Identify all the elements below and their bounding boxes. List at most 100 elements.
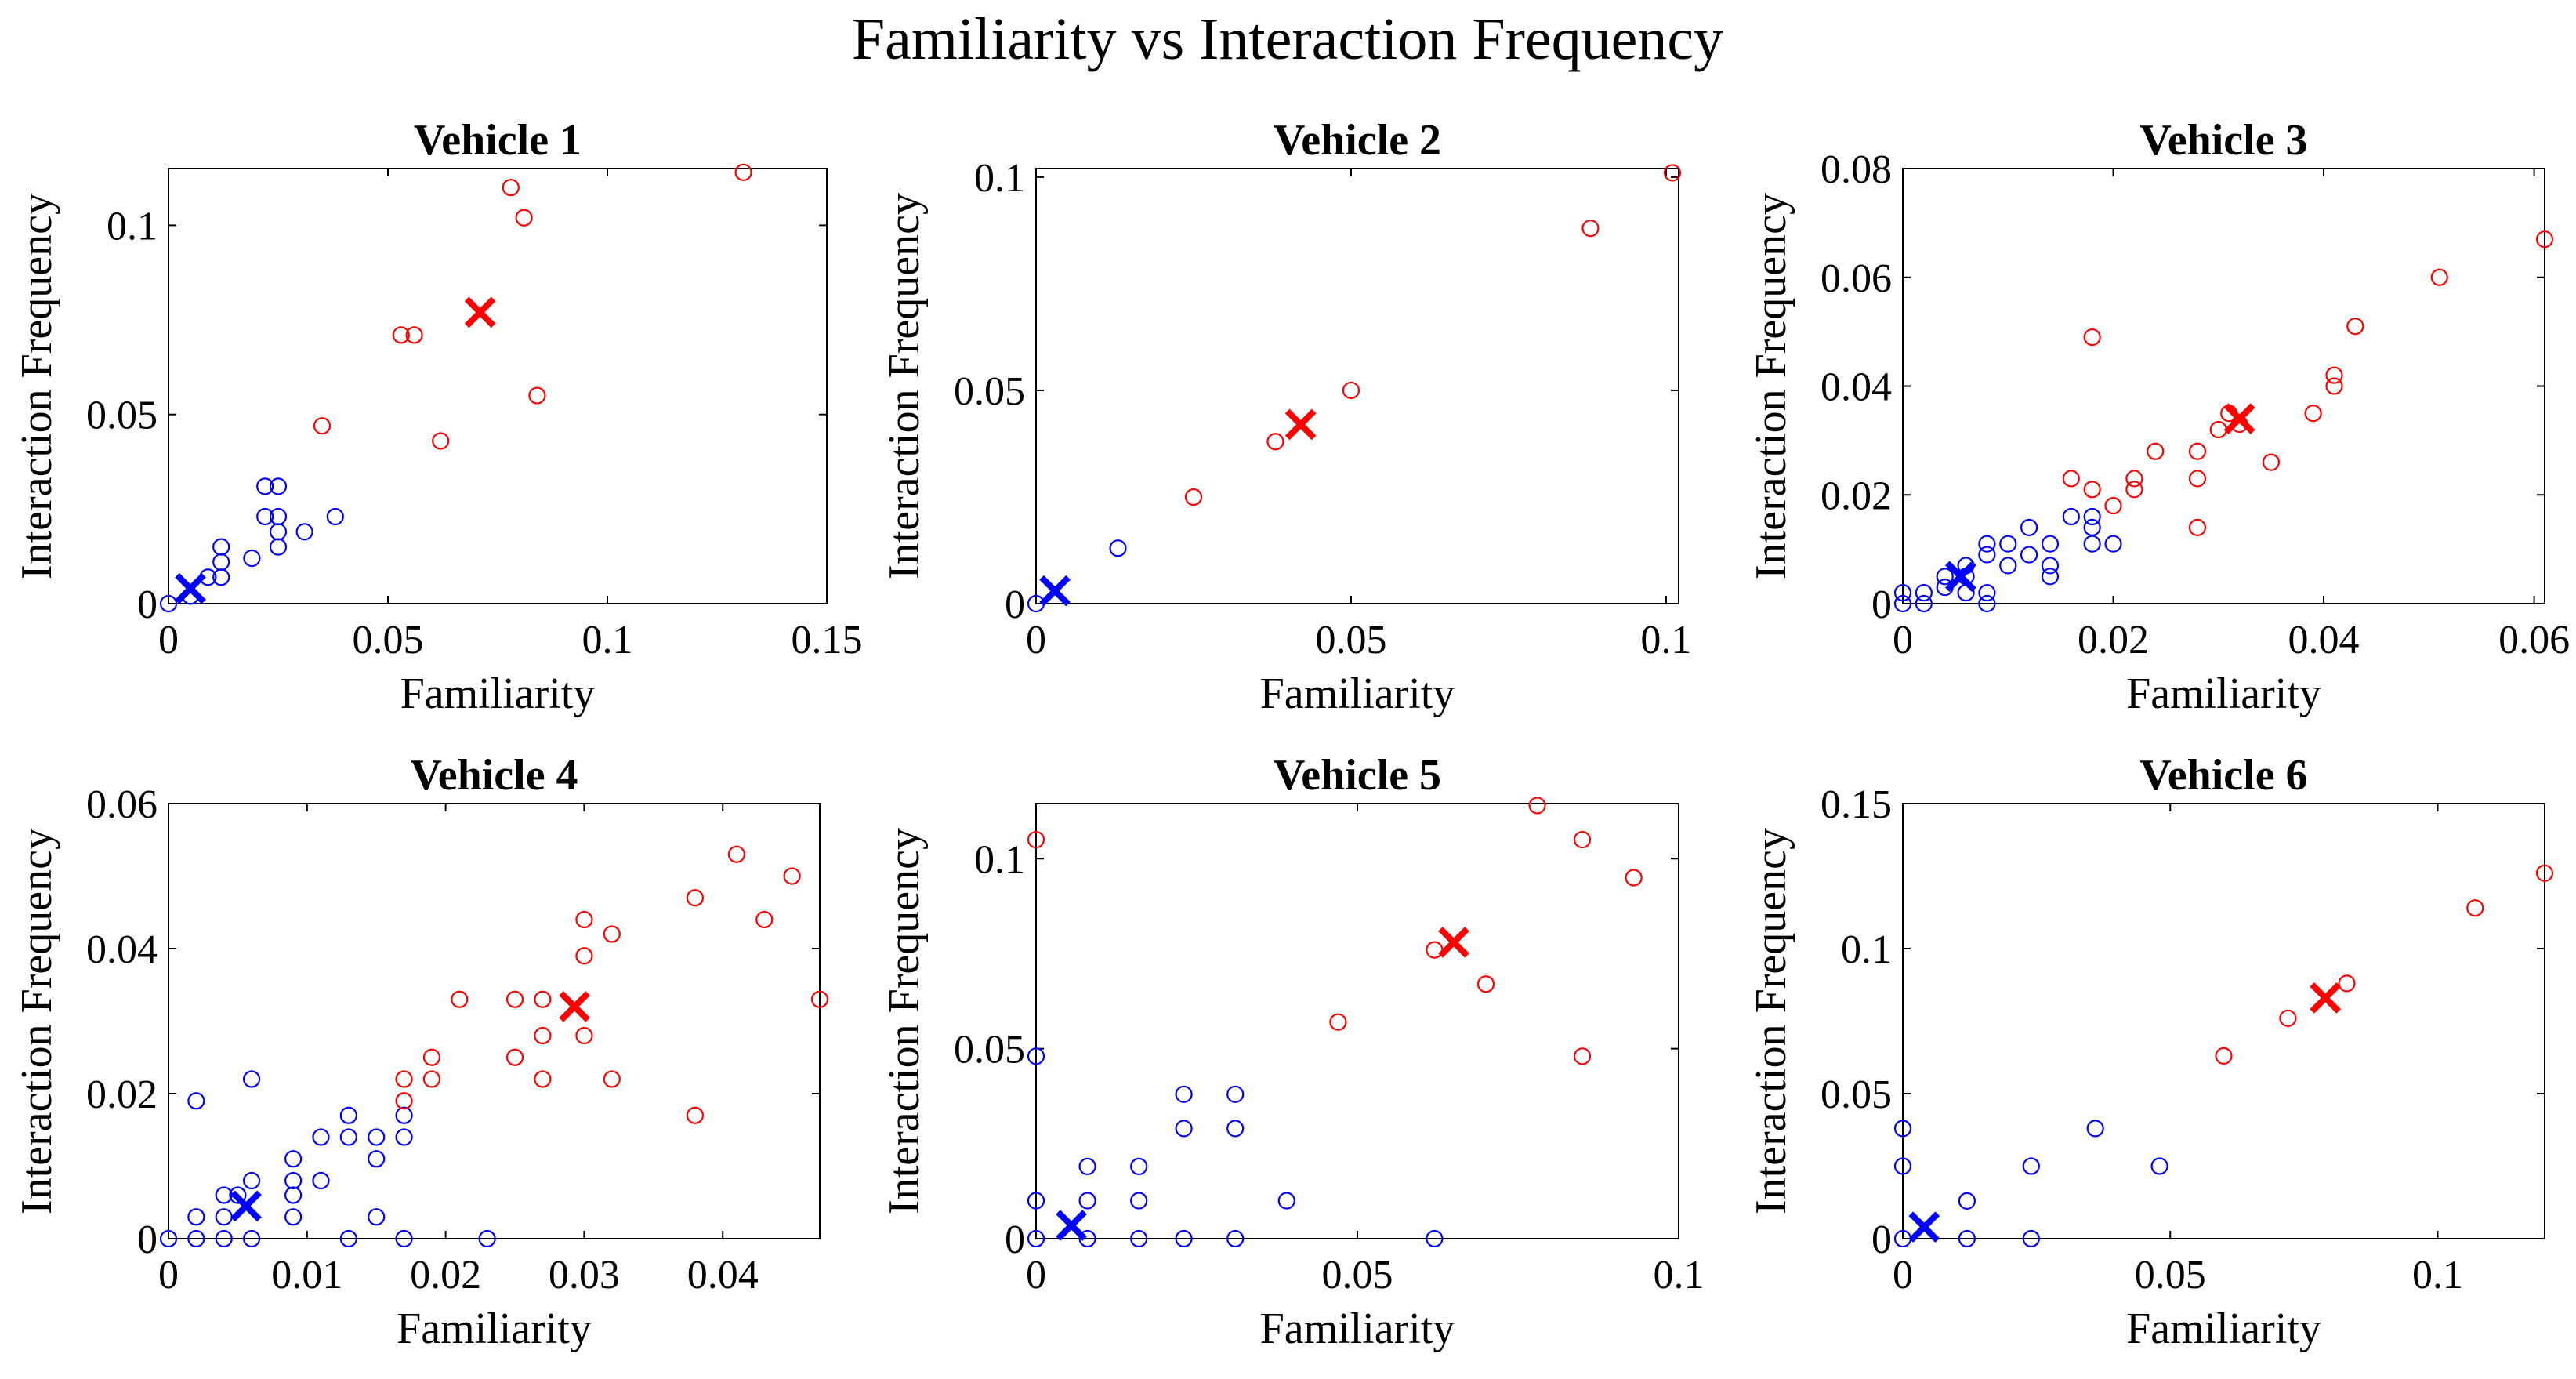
data-point-high [432, 432, 450, 450]
centroid-stroke [1056, 1210, 1087, 1241]
y-axis-label: Interaction Frequency [880, 828, 929, 1214]
y-axis-label: Interaction Frequency [13, 828, 61, 1214]
data-point-high [727, 845, 746, 863]
data-point-high [2304, 405, 2322, 423]
x-tick-label: 0 [1893, 1253, 1913, 1297]
data-point-high [2346, 318, 2364, 336]
data-point-low [1027, 1047, 1045, 1065]
plot-area-frame [168, 168, 828, 604]
data-point-low [1936, 568, 1954, 586]
data-point-low [368, 1150, 386, 1168]
data-point-high [734, 163, 752, 181]
data-point-low [1915, 594, 1933, 613]
y-tick-label: 0.05 [1821, 1072, 1892, 1117]
data-point-low [1130, 1229, 1148, 1248]
data-point-low [1109, 539, 1127, 557]
data-point-high [575, 947, 593, 965]
x-tick-label: 0.1 [2412, 1253, 2463, 1297]
data-point-low [295, 523, 313, 541]
data-point-high [1573, 1047, 1592, 1065]
centroid-stroke [230, 1190, 262, 1222]
data-point-low [1958, 1192, 1976, 1210]
y-tick-label: 0.04 [1821, 365, 1892, 410]
y-tick-label: 0 [1005, 1218, 1025, 1262]
data-point-high [2209, 420, 2227, 439]
y-tick-label: 0.05 [86, 394, 158, 438]
x-tick-label: 0.15 [792, 618, 863, 662]
data-point-low [212, 553, 230, 572]
data-point-low [312, 1128, 330, 1146]
centroid-stroke [1284, 408, 1317, 441]
data-point-high [1184, 488, 1203, 506]
data-point-high [422, 1048, 441, 1066]
data-point-low [1078, 1157, 1096, 1176]
data-point-high [603, 925, 621, 943]
data-point-high [505, 990, 524, 1008]
data-point-high [2104, 497, 2122, 515]
data-point-low [1978, 535, 1996, 553]
data-point-high [1329, 1013, 1347, 1031]
centroid-stroke [1438, 927, 1469, 958]
plot-area-frame [1902, 168, 2545, 604]
data-point-high [783, 867, 801, 885]
data-point-high [686, 889, 704, 907]
data-point-low [395, 1229, 413, 1248]
x-tick-label: 0.05 [353, 618, 424, 662]
x-tick-label: 0.01 [271, 1253, 342, 1297]
data-point-low [187, 1208, 205, 1226]
data-point-high [2125, 481, 2143, 499]
data-point-high [395, 1070, 413, 1088]
data-point-low [1999, 557, 2017, 575]
data-point-high [1342, 381, 1360, 400]
x-axis-label: Familiarity [400, 670, 596, 718]
data-point-low [1893, 1157, 1912, 1175]
data-point-high [2466, 899, 2484, 917]
data-point-low [2022, 1229, 2040, 1248]
data-point-low [339, 1106, 357, 1124]
data-point-low [312, 1171, 330, 1190]
data-point-high [395, 1092, 413, 1110]
data-point-low [269, 523, 288, 541]
x-axis-label: Familiarity [2126, 670, 2321, 718]
data-point-low [269, 538, 288, 556]
data-point-high [2188, 470, 2207, 488]
data-point-low [2041, 568, 2060, 586]
data-point-low [1893, 1120, 1912, 1138]
data-point-high [534, 1070, 552, 1088]
data-point-low [242, 1229, 261, 1248]
centroid-marker-high [2310, 982, 2342, 1014]
data-point-high [2535, 230, 2554, 249]
centroid-stroke [464, 296, 496, 328]
centroid-stroke [559, 991, 590, 1022]
y-tick-label: 0.1 [974, 837, 1025, 882]
data-point-low [2041, 557, 2060, 575]
data-point-low [187, 1092, 205, 1110]
data-point-low [1893, 584, 1912, 602]
y-tick-label: 0.06 [86, 782, 158, 827]
data-point-high [505, 1048, 524, 1066]
data-point-low [284, 1186, 303, 1204]
x-axis-label: Familiarity [1260, 1305, 1455, 1353]
x-tick-label: 0.05 [1315, 618, 1386, 662]
data-point-low [2083, 518, 2101, 536]
data-point-high [686, 1106, 704, 1124]
data-point-high [2188, 518, 2207, 536]
y-tick-label: 0.15 [1821, 782, 1892, 827]
subplot-vehicle-5: 0 0.05 0.1 0 0.05 0.1 Vehicle 5 Familiarity Inte… [880, 751, 1705, 1353]
data-point-low [1426, 1229, 1444, 1248]
data-point-low [2062, 507, 2080, 526]
subplot-title: Vehicle 5 [1274, 751, 1441, 800]
centroid-marker-high [1438, 927, 1469, 958]
data-point-low [1978, 594, 1996, 613]
data-point-high [2338, 974, 2356, 993]
data-point-low [1175, 1120, 1193, 1138]
data-point-high [2325, 366, 2343, 384]
data-point-low [243, 549, 261, 568]
x-tick-label: 0 [158, 618, 179, 662]
plot-area-frame [1035, 168, 1679, 604]
data-point-high [1625, 869, 1643, 887]
subplot-title: Vehicle 4 [410, 751, 578, 800]
data-point-low [2022, 1157, 2040, 1175]
data-point-low [1130, 1192, 1148, 1210]
x-tick-label: 0.1 [1654, 1253, 1705, 1297]
